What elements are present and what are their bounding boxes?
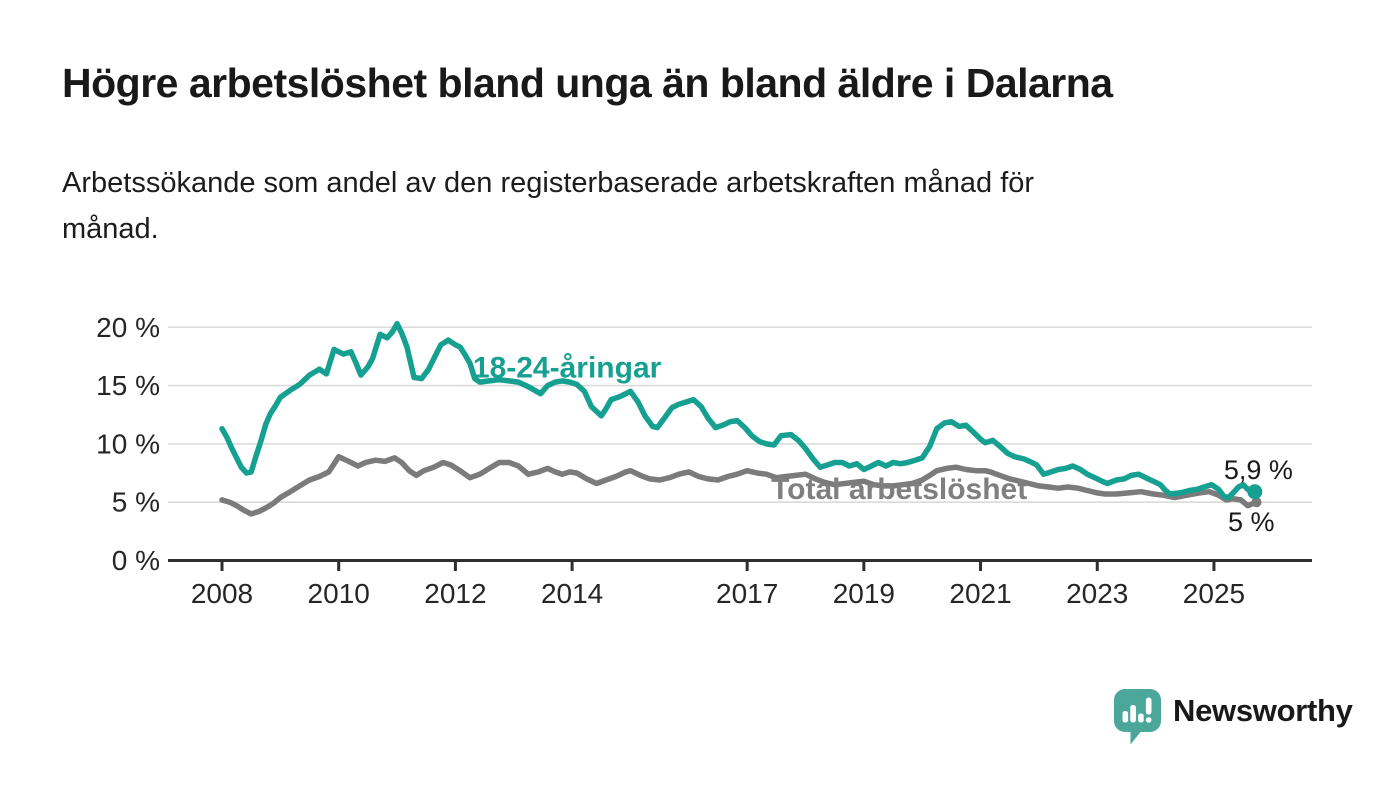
x-tick-label: 2023 xyxy=(1066,578,1128,609)
series-label-total: Total arbetslöshet xyxy=(771,473,1027,506)
chart-lead-line2: månad. xyxy=(62,213,159,245)
line-total xyxy=(219,453,1260,517)
y-tick-label: 20 % xyxy=(96,312,160,343)
y-tick-label: 5 % xyxy=(112,487,160,518)
x-tick-label: 2017 xyxy=(716,578,778,609)
x-tick-label: 2010 xyxy=(308,578,370,609)
y-tick-label: 10 % xyxy=(96,428,160,459)
speech-bubble-shape xyxy=(1114,689,1161,745)
x-tick-label: 2019 xyxy=(833,578,895,609)
y-tick-label: 15 % xyxy=(96,370,160,401)
x-tick-label: 2008 xyxy=(191,578,253,609)
page-title: Högre arbetslöshet bland unga än bland ä… xyxy=(62,60,1113,106)
x-tick-label: 2014 xyxy=(541,578,603,609)
end-value-annotation-1: 5 % xyxy=(1228,507,1275,537)
newsworthy-logo-icon xyxy=(1114,689,1161,745)
newsworthy-logo-text: Newsworthy xyxy=(1173,693,1353,728)
chart-lead-line1: Arbetssökande som andel av den registerb… xyxy=(62,167,1035,199)
x-tick-label: 2025 xyxy=(1183,578,1245,609)
end-dot-total xyxy=(1251,497,1262,508)
end-value-annotation-0: 5,9 % xyxy=(1224,455,1293,485)
end-dot-youth xyxy=(1247,484,1263,500)
chart-lead: Arbetssökande som andel av den registerb… xyxy=(62,160,1222,252)
bar-chart-exclamation-glyph xyxy=(1122,697,1152,723)
newsworthy-logo: Newsworthy xyxy=(1113,688,1353,746)
y-tick-label: 0 % xyxy=(112,545,160,576)
line-youth xyxy=(219,321,1258,501)
x-tick-label: 2021 xyxy=(949,578,1011,609)
x-tick-label: 2012 xyxy=(424,578,486,609)
series-label-youth: 18-24-åringar xyxy=(473,351,662,384)
